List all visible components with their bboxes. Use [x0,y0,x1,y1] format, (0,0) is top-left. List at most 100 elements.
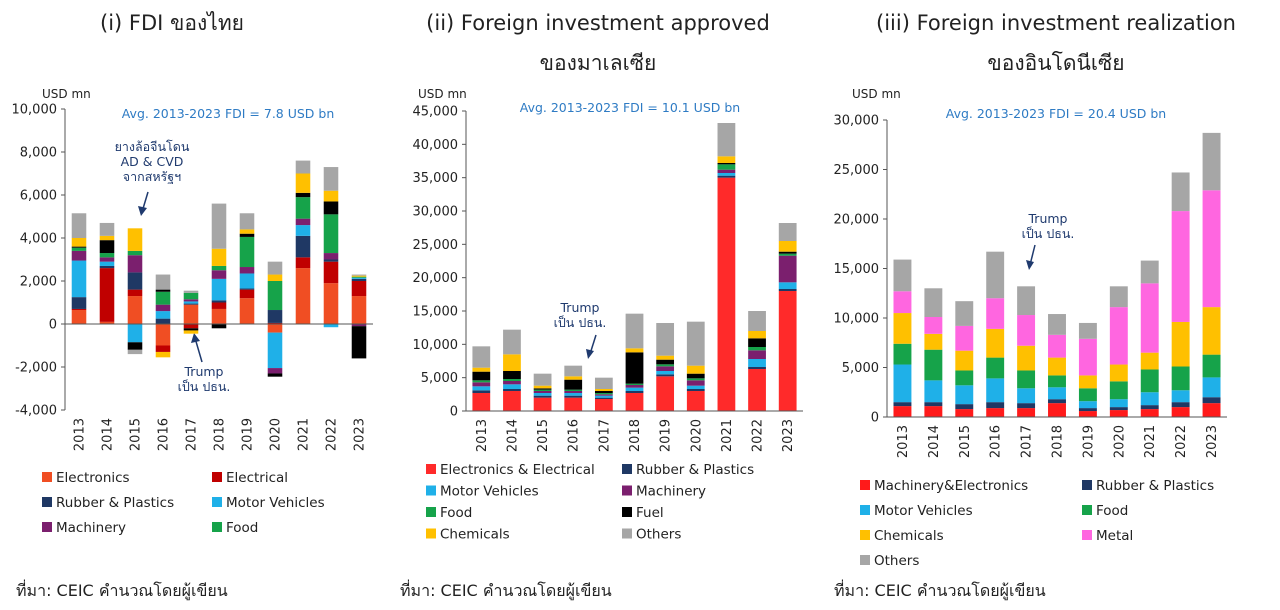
bar-segment-fuel-2019 [239,233,255,237]
bar-segment-others-2022 [748,311,766,331]
bar-segment-rubber-plastics-2023 [778,289,797,291]
bar-segment-machinery-2023 [351,324,367,327]
annotation-arrowhead [586,349,594,359]
x-tick-label: 2015 [129,418,144,451]
annotation-line: Trump [560,300,600,315]
legend-swatch [860,505,870,515]
bar-segment-motor-vehicles-2020 [686,385,705,389]
y-tick-label: 5,000 [842,361,879,376]
legend: Electronics Electrical Rubber & Plastics Mo… [42,470,325,536]
bar-segment-fuel-2014 [503,371,521,379]
bar-segment-food-2018 [625,383,644,385]
panel-malaysia-approved: (ii) Foreign investment approved ของมาเล… [400,11,803,601]
y-tick-label: 4,000 [20,232,57,247]
bar-segment-others-2016 [155,274,171,290]
bar-segment-fuel-2019 [656,359,675,365]
x-tick-label: 2016 [567,419,582,452]
bar-segment-food-2017 [1017,370,1036,389]
bar-segment-others-2018 [211,203,227,249]
bar-segment-others-2016 [564,365,583,377]
avg-annotation: Avg. 2013-2023 FDI = 10.1 USD bn [520,100,740,115]
bar-segment-electronics-2016 [155,324,171,346]
bar-segment-chemicals-2013 [472,367,491,372]
bar-segment-food-2017 [594,393,613,395]
bar-segment-machinery-electronics-2019 [1078,411,1097,417]
bar-segment-rubber-plastics-2022 [1171,402,1190,408]
bar-segment-food-2023 [778,253,797,256]
legend-swatch [1082,530,1092,540]
bar-segment-motor-vehicles-2023 [778,282,797,289]
y-tick-label: 15,000 [413,305,459,320]
bar-segment-motor-vehicles-2023 [351,277,367,279]
bar-segment-chemicals-2019 [1078,375,1097,389]
x-tick-label: 2013 [73,418,88,451]
plot-area: 0 5,000 10,000 15,000 20,000 25,000 30,000 35,0… [413,105,803,452]
y-tick-label: 0 [871,411,879,426]
bar-segment-machinery-2018 [625,385,644,388]
annotation-line: AD & CVD [121,154,184,169]
legend-swatch [622,464,632,474]
avg-annotation: Avg. 2013-2023 FDI = 20.4 USD bn [946,106,1166,121]
bar-segment-rubber-plastics-2021 [295,235,311,258]
bar-segment-electrical-2023 [351,281,367,297]
source-note: ที่มา: CEIC คำนวณโดยผู้เขียน [400,579,612,601]
bar-segment-chemicals-2016 [986,328,1005,358]
bar-segment-metal-2020 [1109,307,1128,365]
bar-segment-others-2016 [986,251,1005,299]
bar-segment-metal-2016 [986,298,1005,329]
bar-segment-chemicals-2018 [211,248,227,266]
x-tick-label: 2015 [536,419,551,452]
bar-segment-chemicals-2017 [183,330,199,334]
x-tick-label: 2013 [896,425,911,458]
bar-segment-machinery-2019 [656,366,675,371]
bar-segment-others-2023 [778,223,797,241]
bar-segment-machinery-2020 [267,368,283,374]
bar-segment-electronics-electrical-2013 [472,393,491,411]
bar-segment-machinery-electronics-2018 [1048,403,1066,417]
bar-segment-others-2018 [625,313,644,349]
bar-segment-motor-vehicles-2018 [211,278,227,301]
bar-segment-rubber-plastics-2022 [748,367,766,369]
bar-segment-machinery-2014 [503,381,521,385]
legend-label: Rubber & Plastics [636,462,754,478]
bar-segment-machinery-2022 [748,350,766,359]
legend-swatch [426,528,436,539]
legend-swatch [212,522,222,532]
bar-segment-electrical-2019 [239,289,255,299]
x-tick-label: 2014 [101,418,116,451]
bar-segment-electronics-2023 [351,296,367,324]
x-tick-label: 2017 [1020,425,1035,458]
annotation-trump: Trump เป็น ปธน. [1022,211,1074,270]
annotation-line: จากสหรัฐฯ [123,169,181,184]
bar-segment-chemicals-2022 [1171,321,1190,367]
bar-segment-chemicals-2020 [267,274,283,281]
bar-segment-electronics-electrical-2017 [594,399,613,411]
bar-segment-rubber-plastics-2015 [127,272,143,290]
legend-swatch [860,480,870,490]
x-tick-label: 2014 [505,419,520,452]
bar-segment-others-2017 [594,377,613,389]
x-tick-label: 2016 [989,425,1004,458]
bar-segment-chemicals-2021 [295,173,311,193]
bar-segment-motor-vehicles-2013 [472,386,491,391]
bar-segment-food-2013 [472,380,491,383]
bar-segment-food-2022 [323,214,339,254]
bar-segment-rubber-plastics-2013 [472,390,491,393]
bar-segment-electronics-electrical-2023 [778,291,797,411]
bar-segment-food-2014 [924,349,943,381]
bar-segment-motor-vehicles-2014 [99,261,115,266]
bar-segment-machinery-2022 [323,253,339,260]
bar-segment-motor-vehicles-2020 [1109,399,1128,408]
bar-segment-metal-2017 [1017,315,1036,346]
bar-segment-electronics-electrical-2019 [656,376,675,411]
plot-area: 0 5,000 10,000 15,000 20,000 25,000 30,000 2013… [834,114,1227,458]
bar-segment-machinery-electronics-2013 [893,406,912,417]
x-tick-label: 2014 [927,425,942,458]
y-tick-label: 30,000 [413,205,459,220]
x-tick-label: 2019 [241,418,256,451]
bar-segment-food-2017 [183,292,199,300]
bar-segment-chemicals-2019 [656,355,675,360]
legend-label: Machinery&Electronics [874,478,1028,494]
bar-segment-machinery-2021 [295,218,311,226]
plot-area: -4,000 -2,000 0 2,000 4,000 6,000 8,000 10,000 2… [12,103,373,451]
